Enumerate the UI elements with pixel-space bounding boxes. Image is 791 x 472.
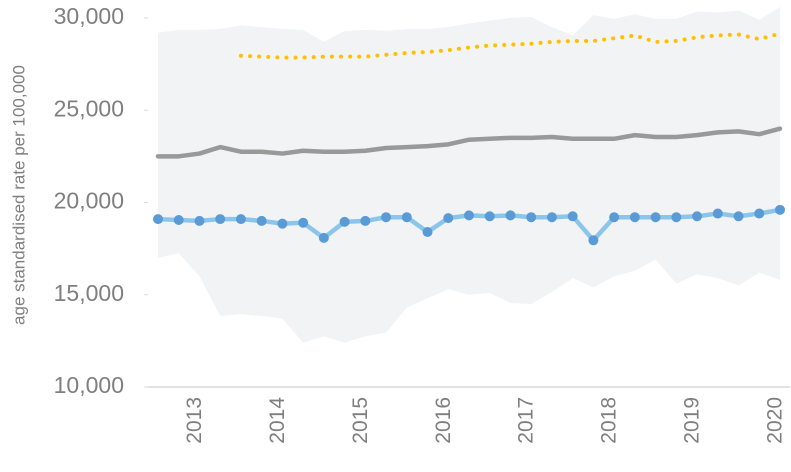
x-tick-label: 2019 bbox=[681, 397, 704, 444]
point bbox=[235, 214, 246, 225]
point bbox=[754, 208, 765, 219]
point bbox=[526, 212, 537, 223]
point bbox=[277, 218, 288, 229]
point bbox=[153, 214, 163, 225]
range-band bbox=[158, 6, 780, 343]
point bbox=[629, 212, 640, 223]
point bbox=[318, 232, 329, 243]
x-tick-label: 2014 bbox=[266, 397, 289, 444]
point bbox=[505, 210, 516, 221]
point bbox=[215, 214, 226, 225]
x-tick-label: 2017 bbox=[515, 397, 538, 444]
point bbox=[401, 212, 412, 223]
point bbox=[422, 226, 433, 237]
point bbox=[443, 213, 454, 224]
y-tick-label: 20,000 bbox=[54, 188, 124, 214]
x-tick-label: 2016 bbox=[432, 397, 455, 444]
point bbox=[381, 212, 392, 223]
point bbox=[609, 212, 620, 223]
x-tick-label: 2015 bbox=[349, 397, 372, 444]
series-line bbox=[238, 31, 782, 60]
x-tick-label: 2013 bbox=[183, 397, 206, 444]
point bbox=[588, 235, 599, 246]
point bbox=[712, 208, 723, 219]
point bbox=[671, 212, 682, 223]
point bbox=[484, 211, 495, 222]
point bbox=[298, 217, 309, 228]
y-axis-label: age standardised rate per 100,000 bbox=[9, 65, 28, 325]
point bbox=[775, 204, 785, 215]
y-tick-label: 10,000 bbox=[54, 372, 124, 398]
point bbox=[256, 215, 267, 226]
point bbox=[339, 216, 350, 227]
y-tick-label: 25,000 bbox=[54, 95, 124, 121]
y-tick-label: 15,000 bbox=[54, 280, 124, 306]
point bbox=[650, 212, 661, 223]
y-tick-label: 30,000 bbox=[54, 3, 124, 29]
x-tick-label: 2018 bbox=[598, 397, 621, 444]
point bbox=[194, 215, 205, 226]
point bbox=[173, 214, 184, 225]
point bbox=[464, 210, 474, 221]
point bbox=[692, 211, 703, 222]
point bbox=[546, 212, 557, 223]
x-tick-label: 2020 bbox=[764, 397, 787, 444]
point bbox=[733, 211, 744, 222]
series-line bbox=[155, 126, 783, 159]
point bbox=[360, 215, 371, 226]
point bbox=[567, 211, 578, 222]
